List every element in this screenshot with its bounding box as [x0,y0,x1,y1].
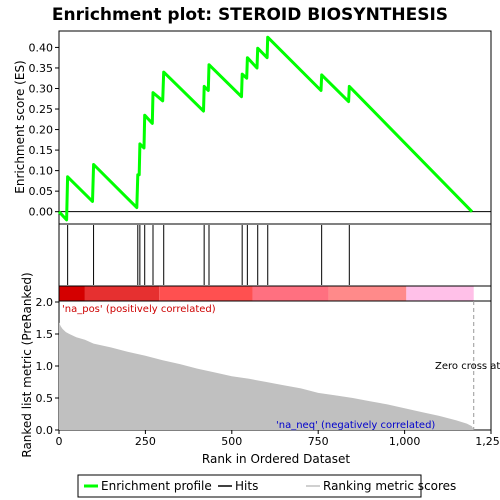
metric-y-tick-label: 0.0 [36,424,54,437]
enrichment-profile-line [57,35,474,222]
ranking-metric-area [59,322,474,430]
color-bar-segment [159,286,253,301]
es-y-axis-title: Enrichment score (ES) [13,60,27,193]
legend-item-label: Ranking metric scores [323,479,456,493]
es-y-tick-label: 0.30 [29,82,54,95]
legend-item-label: Hits [235,479,258,493]
legend-box [77,474,422,498]
ranking-color-bar [58,285,492,302]
x-tick-label: 250 [135,435,156,448]
x-tick-label: 1,000 [389,435,421,448]
es-y-tick-label: 0.05 [29,185,54,198]
chart-title: Enrichment plot: STEROID BIOSYNTHESIS [52,5,448,25]
x-axis-title: Rank in Ordered Dataset [202,452,350,466]
color-bar-segment [406,286,474,301]
metric-y-axis-title: Ranked list metric (PreRanked) [20,272,34,457]
metric-y-tick-label: 2.0 [36,296,54,309]
es-y-tick-label: 0.20 [29,124,54,137]
es-y-tick-label: 0.40 [29,41,54,54]
legend: Enrichment profile Hits Ranking metric sco… [77,474,456,498]
metric-y-tick-label: 0.5 [36,392,54,405]
enrichment-score-panel: 0.00 0.05 0.10 0.15 0.20 0.25 0.30 0.35 0.40 [29,30,492,225]
positive-annotation: 'na_pos' (positively correlated) [62,304,216,315]
es-y-tick-label: 0.00 [29,206,54,219]
color-bar-segment [84,286,160,301]
ranked-metric-panel: 0.0 0.5 1.0 1.5 2.0 [36,296,492,437]
color-bar-segment [59,286,85,301]
zero-cross-annotation: Zero cross at 1 [435,361,500,372]
es-y-tick-label: 0.10 [29,165,54,178]
es-y-tick-label: 0.15 [29,144,54,157]
color-bar-segment [252,286,329,301]
negative-annotation: 'na_neq' (negatively correlated) [276,420,435,431]
legend-item-label: Enrichment profile [101,479,212,493]
x-axis: 0 250 500 750 1,000 1,250 [56,430,500,448]
x-tick-label: 500 [221,435,242,448]
es-y-tick-label: 0.25 [29,103,54,116]
metric-y-tick-label: 1.5 [36,328,54,341]
x-tick-label: 750 [308,435,329,448]
color-bar-segment [328,286,407,301]
hits-frame [58,223,492,287]
hits-panel [58,223,492,287]
metric-y-tick-label: 1.0 [36,360,54,373]
es-y-tick-label: 0.35 [29,62,54,75]
x-tick-label: 1,250 [475,435,500,448]
es-plot-frame [58,30,492,225]
x-tick-label: 0 [56,435,63,448]
